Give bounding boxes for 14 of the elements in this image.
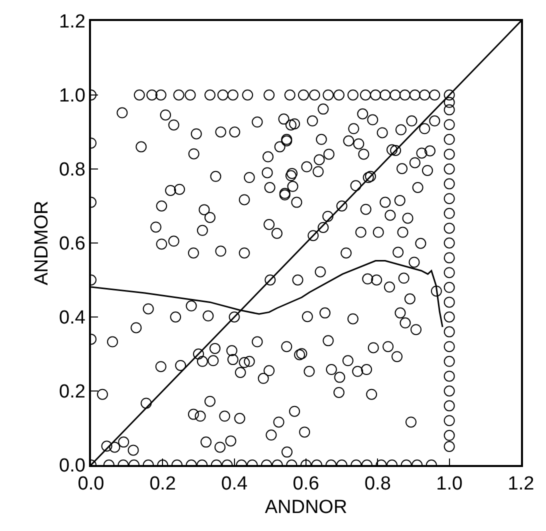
y-tick-label: 0.4: [59, 308, 86, 329]
y-tick-label: 1.2: [59, 12, 86, 33]
y-tick-label: 0.6: [59, 234, 86, 255]
y-tick-label: 1.0: [59, 86, 86, 107]
x-tick-label: 0.6: [292, 474, 320, 495]
x-tick-label: 0.8: [364, 474, 391, 495]
x-tick-label: 0.4: [221, 474, 248, 495]
x-tick-label: 0.2: [149, 474, 176, 495]
x-axis-title: ANDNOR: [264, 496, 348, 518]
y-axis-title: ANDMOR: [31, 200, 52, 286]
y-tick-label: 0.8: [59, 160, 86, 181]
x-tick-label: 1.2: [508, 474, 534, 495]
x-tick-label: 1.0: [436, 474, 463, 495]
y-tick-label: 0.2: [59, 382, 86, 403]
